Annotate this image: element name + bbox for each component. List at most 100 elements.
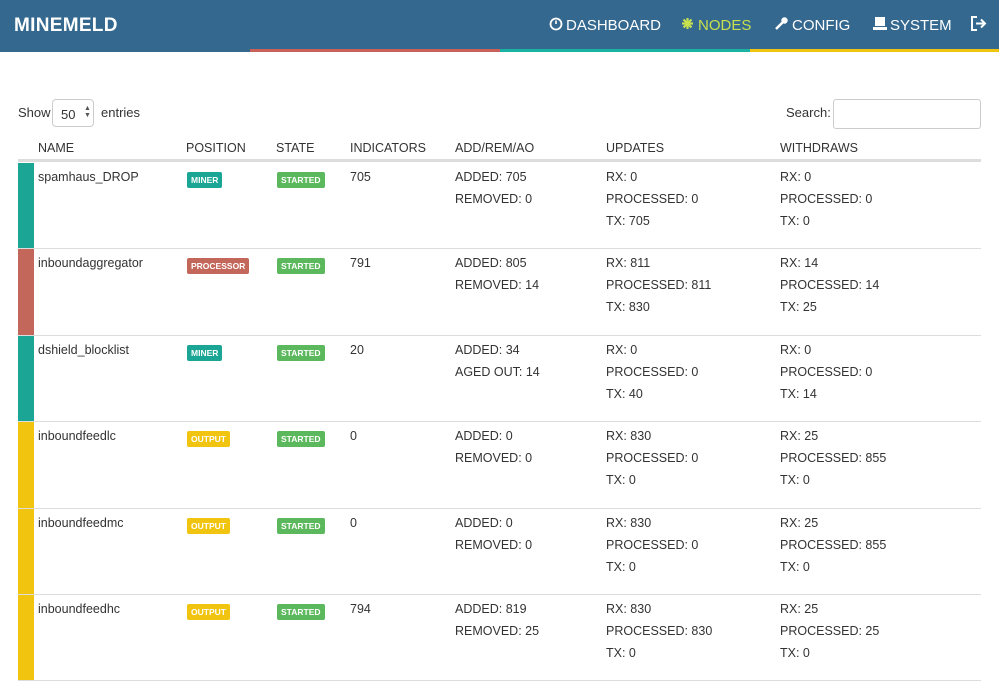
state-badge: STARTED: [277, 517, 325, 534]
row-divider: [18, 334, 981, 336]
withdraws-line: RX: 14: [780, 256, 819, 271]
indicators: 791: [350, 256, 371, 271]
node-name[interactable]: inboundaggregator: [38, 256, 143, 271]
indicators: 0: [350, 515, 357, 530]
withdraws-line: PROCESSED: 25: [780, 624, 880, 638]
withdraws-line: TX: 25: [780, 300, 817, 315]
nav-system[interactable]: SYSTEM: [890, 17, 952, 34]
updates-line: PROCESSED: 811: [606, 278, 712, 293]
position-badge: MINER: [187, 344, 223, 361]
state-badge: STARTED: [277, 431, 325, 448]
row-color-strip: [18, 335, 34, 423]
updates-line: RX: 811: [606, 256, 651, 271]
entries-label: entries: [101, 105, 141, 120]
accent-bar: [500, 49, 750, 52]
row-divider: [18, 594, 981, 595]
add-rem-ao-line: REMOVED: 0: [455, 451, 533, 466]
updates-line: RX: 830: [606, 515, 652, 530]
add-rem-ao-line: REMOVED: 14: [455, 278, 540, 293]
column-header[interactable]: WITHDRAWS: [780, 141, 858, 155]
updates-line: RX: 0: [606, 342, 638, 357]
withdraws-line: RX: 25: [780, 429, 819, 444]
position-badge: MINER: [187, 172, 223, 188]
show-label: Show: [18, 105, 51, 120]
node-name[interactable]: dshield_blocklist: [38, 342, 130, 357]
node-name[interactable]: inboundfeedhc: [38, 602, 121, 616]
updates-line: TX: 40: [606, 386, 643, 401]
column-header[interactable]: STATE: [276, 141, 315, 155]
logout-icon[interactable]: [971, 16, 987, 31]
add-rem-ao-line: ADDED: 0: [455, 429, 513, 444]
node-name[interactable]: inboundfeedmc: [38, 515, 124, 530]
withdraws-line: PROCESSED: 855: [780, 451, 887, 466]
accent-bar: [750, 49, 999, 52]
indicators: 20: [350, 342, 364, 357]
add-rem-ao-line: REMOVED: 0: [455, 537, 533, 552]
accent-bar: [250, 49, 500, 52]
node-name[interactable]: inboundfeedlc: [38, 429, 116, 444]
row-color-strip: [18, 163, 34, 250]
add-rem-ao-line: ADDED: 705: [455, 170, 527, 184]
withdraws-line: RX: 0: [780, 342, 812, 357]
header-rule: [18, 159, 981, 162]
withdraws-line: RX: 25: [780, 602, 819, 616]
withdraws-line: TX: 0: [780, 214, 810, 228]
updates-line: RX: 0: [606, 170, 638, 184]
indicators: 0: [350, 429, 357, 444]
state-badge: STARTED: [277, 172, 325, 188]
withdraws-line: TX: 0: [780, 473, 810, 488]
withdraws-line: RX: 25: [780, 515, 819, 530]
column-header[interactable]: INDICATORS: [350, 141, 426, 155]
node-name[interactable]: spamhaus_DROP: [38, 170, 139, 184]
indicators: 705: [350, 170, 371, 184]
updates-line: RX: 830: [606, 429, 652, 444]
add-rem-ao-line: ADDED: 34: [455, 342, 520, 357]
column-header[interactable]: NAME: [38, 141, 75, 155]
withdraws-line: RX: 0: [780, 170, 812, 184]
withdraws-line: TX: 0: [780, 646, 810, 660]
row-color-strip: [18, 422, 34, 509]
withdraws-line: PROCESSED: 0: [780, 364, 873, 379]
add-rem-ao-line: REMOVED: 0: [455, 192, 533, 206]
updates-line: TX: 0: [606, 473, 636, 488]
system-icon: [873, 17, 887, 30]
page-size-select[interactable]: 50 ▲ ▼: [52, 99, 94, 127]
updates-line: PROCESSED: 830: [606, 624, 713, 638]
column-header[interactable]: UPDATES: [606, 141, 665, 155]
nodes-icon: [682, 18, 693, 29]
updates-line: PROCESSED: 0: [606, 364, 699, 379]
search-label: Search:: [786, 105, 831, 120]
nav-nodes[interactable]: NODES: [698, 17, 752, 34]
state-badge: STARTED: [277, 604, 325, 620]
indicators: 794: [350, 602, 371, 616]
add-rem-ao-line: ADDED: 805: [455, 256, 527, 271]
add-rem-ao-line: ADDED: 0: [455, 515, 513, 530]
position-badge: OUTPUT: [187, 604, 230, 620]
column-header[interactable]: POSITION: [186, 141, 246, 155]
column-header[interactable]: ADD/REM/AO: [455, 141, 535, 155]
updates-line: TX: 830: [606, 300, 650, 315]
withdraws-line: PROCESSED: 14: [780, 278, 880, 293]
row-divider: [18, 507, 981, 509]
row-color-strip: [18, 249, 34, 336]
top-navbar: [0, 0, 999, 52]
search-input[interactable]: [833, 99, 981, 129]
updates-line: PROCESSED: 0: [606, 451, 699, 466]
row-color-strip: [18, 508, 34, 595]
updates-line: PROCESSED: 0: [606, 537, 699, 552]
withdraws-line: PROCESSED: 0: [780, 192, 873, 206]
nav-dashboard[interactable]: DASHBOARD: [566, 17, 662, 34]
state-badge: STARTED: [277, 344, 325, 361]
row-divider: [18, 248, 981, 250]
add-rem-ao-line: ADDED: 819: [455, 602, 527, 616]
nav-config[interactable]: CONFIG: [792, 17, 851, 34]
withdraws-line: TX: 14: [780, 386, 817, 401]
page-size-value: 50: [61, 107, 76, 122]
add-rem-ao-line: REMOVED: 25: [455, 624, 540, 638]
row-divider: [18, 421, 981, 423]
position-badge: OUTPUT: [187, 517, 230, 534]
brand[interactable]: MINEMELD: [14, 15, 118, 36]
withdraws-line: PROCESSED: 855: [780, 537, 887, 552]
select-arrows: ▲ ▼: [84, 105, 91, 119]
dashboard-icon: [549, 17, 563, 31]
